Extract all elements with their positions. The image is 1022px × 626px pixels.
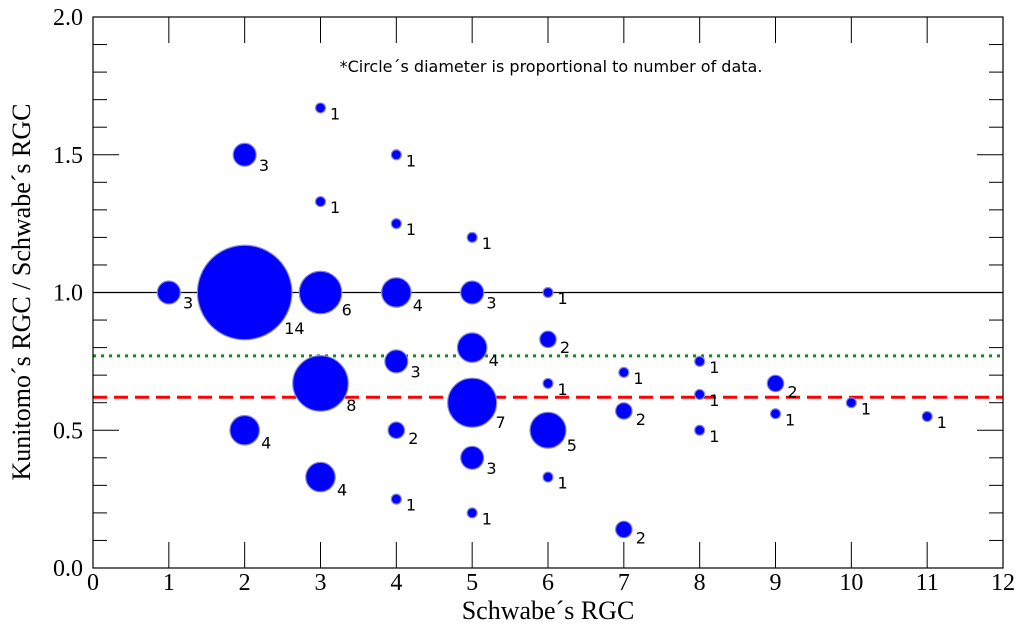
- x-tick-label: 6: [542, 570, 554, 596]
- circle-size-note: *Circle´s diameter is proportional to nu…: [340, 57, 763, 76]
- data-point-bubble: [298, 270, 343, 315]
- y-tick-label: 1.5: [53, 143, 83, 169]
- data-point-count-label: 2: [408, 429, 418, 448]
- y-axis-title: Kunitomo´s RGC / Schwabe´s RGC: [7, 104, 36, 481]
- data-point-bubble: [766, 374, 785, 393]
- data-point-count-label: 1: [482, 234, 492, 253]
- y-tick-label: 2.0: [53, 5, 83, 31]
- data-point-bubble: [460, 445, 485, 470]
- data-point-bubble: [229, 414, 261, 446]
- data-point-bubble: [542, 286, 554, 299]
- data-point-bubble: [542, 471, 554, 483]
- data-point-bubble: [232, 142, 257, 167]
- data-point-count-label: 3: [410, 363, 420, 382]
- x-tick-label: 7: [618, 570, 630, 596]
- x-tick-label: 12: [991, 570, 1015, 596]
- data-point-bubble: [387, 421, 406, 440]
- data-point-count-label: 1: [709, 391, 719, 410]
- data-point-bubble: [456, 332, 488, 363]
- data-point-bubble: [694, 424, 706, 436]
- data-point-count-label: 3: [183, 294, 193, 313]
- data-point-count-label: 4: [413, 296, 423, 315]
- data-point-bubble: [460, 280, 485, 305]
- data-point-count-label: 2: [636, 528, 646, 547]
- data-point-count-label: 2: [636, 410, 646, 429]
- x-tick-label: 0: [87, 570, 99, 596]
- x-tick-label: 9: [770, 570, 782, 596]
- data-point-count-label: 8: [346, 396, 356, 415]
- x-tick-label: 3: [315, 570, 327, 596]
- x-tick-label: 4: [390, 570, 402, 596]
- data-point-count-label: 1: [558, 289, 568, 308]
- data-point-bubble: [614, 402, 633, 420]
- data-point-count-label: 3: [486, 459, 496, 478]
- data-point-bubble: [618, 366, 630, 378]
- data-point-count-label: 2: [787, 382, 797, 401]
- data-point-count-label: 1: [633, 369, 643, 388]
- y-tick-label: 0.5: [53, 418, 83, 444]
- data-point-bubble: [314, 195, 327, 208]
- data-point-count-label: 4: [261, 434, 271, 453]
- y-tick-label: 0.0: [53, 556, 83, 582]
- y-tick-label: 1.0: [53, 281, 83, 307]
- data-point-count-label: 1: [330, 198, 340, 217]
- axes: 0 1 2 3 4 5 6 7 8 9 10 11 120.00.51.01.52.0: [53, 5, 1015, 596]
- data-point-bubble: [466, 231, 478, 243]
- data-point-count-label: 14: [284, 319, 304, 338]
- x-tick-label: 8: [694, 570, 706, 596]
- data-point-count-label: 5: [567, 436, 577, 455]
- data-point-count-label: 1: [937, 413, 947, 432]
- data-point-bubble: [529, 411, 567, 449]
- data-point-bubble: [390, 493, 402, 505]
- data-point-count-label: 1: [861, 399, 871, 418]
- data-point-count-label: 1: [406, 220, 416, 239]
- data-point-count-label: 2: [560, 338, 570, 357]
- data-point-bubble: [694, 388, 706, 401]
- x-tick-label: 10: [839, 570, 863, 596]
- x-tick-label: 11: [916, 570, 939, 596]
- data-point-count-label: 4: [489, 351, 499, 370]
- data-point-bubble: [196, 244, 293, 341]
- data-point-count-label: 6: [342, 301, 352, 320]
- x-tick-label: 2: [239, 570, 251, 596]
- data-point-bubble: [292, 355, 349, 412]
- data-point-bubble: [384, 349, 409, 374]
- data-point-count-label: 1: [406, 496, 416, 515]
- x-tick-label: 1: [163, 570, 175, 596]
- data-point-count-label: 1: [709, 427, 719, 446]
- data-point-bubble: [614, 520, 633, 539]
- data-point-bubble: [845, 397, 857, 409]
- data-point-bubble: [542, 377, 554, 390]
- data-point-count-label: 1: [709, 358, 719, 377]
- data-point-count-label: 1: [558, 474, 568, 493]
- data-point-bubble: [769, 408, 782, 420]
- data-point-count-label: 1: [330, 104, 340, 123]
- data-point-bubble: [694, 355, 706, 367]
- data-point-count-label: 7: [496, 413, 506, 432]
- x-axis-title: Schwabe´s RGC: [462, 596, 635, 625]
- data-point-bubble: [447, 377, 498, 428]
- x-tick-label: 5: [466, 570, 478, 596]
- data-point-bubble: [156, 280, 181, 305]
- data-point-count-label: 3: [486, 294, 496, 313]
- data-point-bubble: [390, 149, 402, 161]
- data-point-count-label: 1: [482, 509, 492, 528]
- data-point-bubble: [539, 330, 557, 349]
- data-point-bubble: [380, 277, 412, 308]
- data-point-count-label: 4: [337, 481, 347, 500]
- data-points: [156, 102, 933, 539]
- data-point-count-label: 1: [406, 151, 416, 170]
- data-point-bubble: [390, 218, 402, 230]
- data-point-bubble: [314, 102, 327, 114]
- data-point-count-label: 3: [259, 156, 269, 175]
- data-point-bubble: [466, 507, 478, 519]
- data-point-bubble: [305, 461, 336, 493]
- data-point-count-label: 1: [558, 380, 568, 399]
- data-point-bubble: [921, 410, 933, 423]
- data-point-count-label: 1: [785, 410, 795, 429]
